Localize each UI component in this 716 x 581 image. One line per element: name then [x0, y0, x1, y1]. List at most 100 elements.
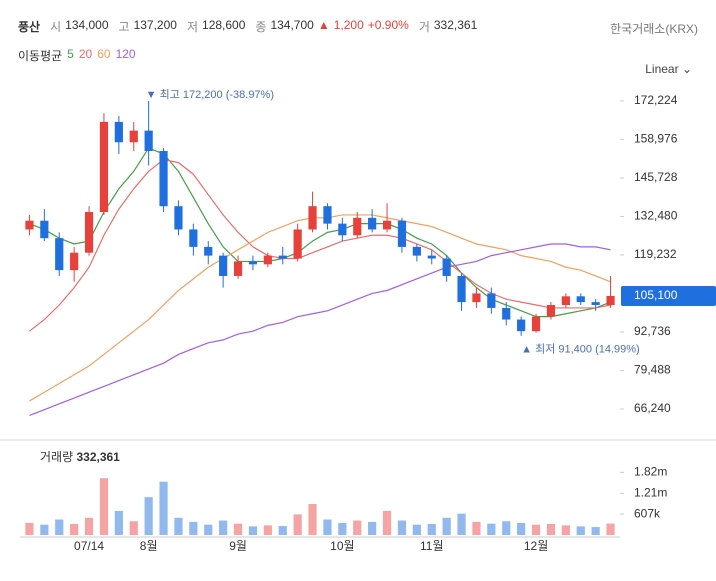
- candle-body: [174, 206, 183, 230]
- candle-body: [502, 307, 511, 320]
- candle-body: [99, 121, 109, 213]
- volume-bar: [308, 504, 317, 535]
- close-label: 종: [255, 20, 267, 34]
- volume-bar: [561, 525, 570, 535]
- candle-body: [368, 217, 377, 230]
- candle-body: [84, 212, 94, 253]
- candle-body: [70, 252, 79, 271]
- volume-bar: [472, 521, 481, 535]
- low-label: 저: [186, 20, 199, 34]
- low-value: 128,600: [202, 18, 246, 32]
- open-label: 시: [50, 20, 62, 34]
- y-tick-label: 145,728: [634, 170, 678, 184]
- candle-body: [278, 255, 287, 259]
- volume-bar: [591, 527, 600, 535]
- volume-bar: [323, 519, 332, 535]
- candle-body: [204, 246, 213, 256]
- volume-bar: [517, 522, 526, 535]
- x-tick-label: 9월: [229, 539, 247, 553]
- vol-tick-label: 607k: [634, 506, 661, 520]
- candle-body: [25, 220, 34, 230]
- volume-bar: [55, 519, 64, 535]
- candle-body: [517, 319, 526, 332]
- quote-header: 풍산 시 134,000 고 137,200 저 128,600 종 134,700 ▲…: [18, 18, 477, 35]
- candle-body: [591, 302, 600, 306]
- scale-mode[interactable]: Linear: [645, 62, 679, 76]
- volume-bar: [263, 525, 272, 535]
- volume-bar: [382, 510, 392, 535]
- candle-body: [427, 255, 436, 259]
- volume-bar: [248, 526, 258, 535]
- last-price-box: [621, 286, 716, 307]
- volume-bar: [576, 526, 585, 535]
- legend-entry: 60: [97, 47, 111, 61]
- volume-bar: [278, 526, 287, 535]
- volume-bar: [144, 497, 153, 535]
- volume-label: 거: [418, 20, 430, 34]
- volume-title-value: 332,361: [76, 450, 120, 464]
- y-tick-label: 158,976: [634, 132, 678, 146]
- candle-body: [248, 261, 258, 265]
- volume-bar: [99, 478, 109, 535]
- candle-body: [531, 316, 541, 332]
- candle-body: [323, 206, 332, 224]
- change-value: 1,200: [333, 18, 364, 32]
- candle-body: [576, 296, 585, 303]
- ma-line: [29, 159, 611, 332]
- volume-bar: [174, 517, 183, 535]
- ma-legend: 이동평균 5 20 60 120: [18, 47, 136, 64]
- vol-tick-label: 1.21m: [634, 486, 667, 500]
- volume-bar: [129, 521, 138, 535]
- volume-bar: [397, 520, 407, 535]
- volume-bar: [442, 517, 451, 535]
- volume-bar: [606, 523, 615, 535]
- y-tick-label: 119,232: [634, 247, 677, 261]
- x-tick-label: 10월: [330, 539, 354, 553]
- exchange: 한국거래소(KRX): [610, 22, 698, 36]
- chevron: ⌄: [681, 62, 692, 76]
- volume-bar: [457, 513, 466, 535]
- volume-bar: [412, 524, 421, 535]
- volume-value: 332,361: [433, 18, 478, 32]
- candle-body: [263, 255, 272, 265]
- volume-bar: [546, 523, 556, 535]
- candle-body: [606, 296, 615, 306]
- ma-line: [29, 214, 611, 402]
- volume-bar: [114, 510, 123, 535]
- volume-bar: [219, 520, 228, 535]
- low-annotation: ▲ 최저 91,400 (14.99%): [521, 343, 640, 356]
- volume-bar: [353, 520, 362, 535]
- volume-title-text: 거래량: [40, 450, 73, 464]
- ma-line: [29, 147, 611, 318]
- candle-body: [308, 206, 317, 230]
- candle-body: [397, 220, 407, 247]
- y-tick-label: 172,224: [634, 93, 678, 107]
- candle-body: [233, 261, 243, 276]
- candle-body: [219, 255, 228, 276]
- volume-title: 거래량 332,361: [40, 450, 120, 464]
- candle-body: [546, 305, 556, 317]
- volume-bar: [84, 517, 94, 535]
- volume-bar: [502, 521, 511, 535]
- volume-bar: [293, 514, 302, 535]
- y-tick-label: 92,736: [634, 324, 671, 338]
- change-pct: +0.90%: [367, 18, 409, 32]
- candle-body: [144, 130, 153, 151]
- up-arrow: ▲: [317, 18, 330, 32]
- scale-mode-dropdown[interactable]: Linear ⌄: [645, 62, 692, 76]
- volume-bar: [189, 521, 198, 535]
- volume-bar: [159, 481, 168, 535]
- y-tick-label: 79,488: [634, 363, 671, 377]
- last-price-label: 105,100: [634, 288, 678, 302]
- candle-body: [442, 258, 451, 276]
- candle-body: [129, 130, 138, 143]
- x-tick-label: 8월: [140, 539, 158, 553]
- legend-entry: 5: [67, 47, 74, 61]
- volume-bar: [427, 523, 436, 535]
- high-value: 137,200: [133, 18, 177, 32]
- candle-body: [561, 296, 570, 306]
- vol-tick-label: 1.82m: [634, 465, 667, 479]
- x-tick-label: 12월: [524, 539, 548, 553]
- candle-body: [412, 246, 421, 256]
